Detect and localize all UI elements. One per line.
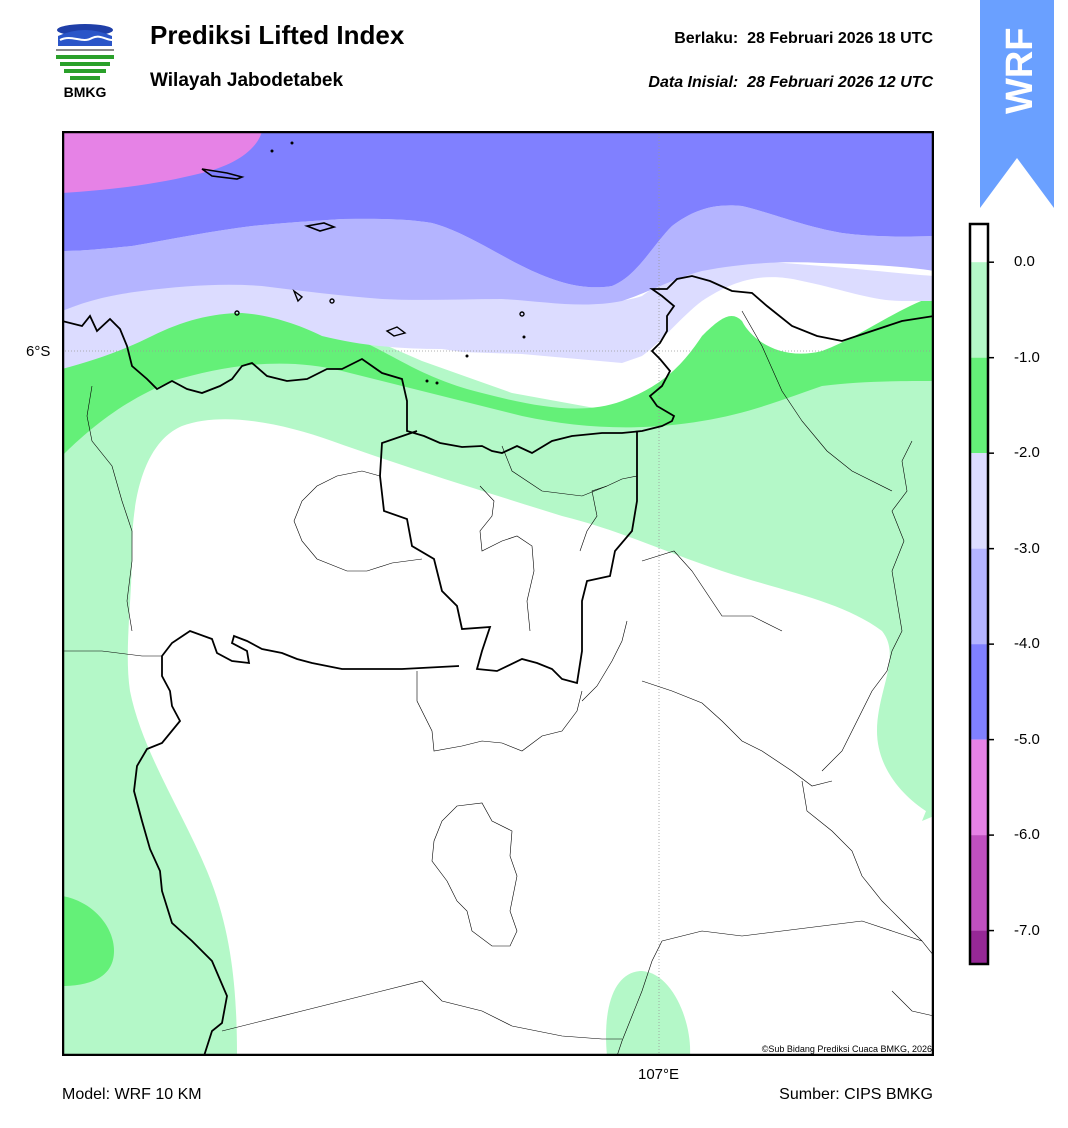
contour-light-green-main bbox=[62, 291, 934, 1056]
colorbar-band bbox=[970, 224, 988, 263]
page-title: Prediksi Lifted Index bbox=[150, 20, 405, 50]
region-subtitle: Wilayah Jabodetabek bbox=[150, 70, 344, 91]
colorbar-tick-label: -4.0 bbox=[1014, 635, 1040, 653]
colorbar-tick-label: -5.0 bbox=[1014, 730, 1040, 748]
lifted-index-map bbox=[62, 131, 934, 1056]
colorbar-band bbox=[970, 548, 988, 645]
wrf-banner: WRF bbox=[980, 0, 1054, 208]
island bbox=[201, 168, 245, 180]
colorbar-band bbox=[970, 453, 988, 549]
colorbar-band bbox=[970, 739, 988, 836]
colorbar-band bbox=[970, 357, 988, 454]
island bbox=[425, 379, 429, 383]
colorbar-tick-label: -7.0 bbox=[1014, 921, 1040, 939]
district-boundaries bbox=[62, 310, 934, 1056]
colorbar-frame bbox=[968, 222, 990, 966]
island bbox=[304, 222, 337, 232]
island bbox=[519, 311, 525, 317]
longitude-label: 107°E bbox=[638, 1066, 680, 1083]
latitude-label: 6°S bbox=[26, 343, 51, 360]
copyright-text: ©Sub Bidang Prediksi Cuaca BMKG, 2026 bbox=[761, 1044, 932, 1054]
contour-blue-band bbox=[62, 131, 934, 288]
map-frame bbox=[62, 131, 934, 1056]
valid-value: 28 Februari 2026 18 UTC bbox=[747, 30, 933, 47]
logo-text: BMKG bbox=[63, 84, 107, 100]
colorbar-band bbox=[970, 262, 988, 358]
init-label: Data Inisial: bbox=[648, 74, 739, 91]
colorbar-band bbox=[970, 644, 988, 740]
island bbox=[385, 326, 407, 337]
island bbox=[270, 149, 274, 153]
island bbox=[290, 141, 294, 145]
island bbox=[465, 354, 469, 358]
contour-lavender-band bbox=[62, 262, 934, 369]
island bbox=[435, 381, 439, 385]
bmkg-logo bbox=[56, 24, 114, 80]
colorbar-tick-label: -2.0 bbox=[1014, 444, 1040, 462]
colorbar-band bbox=[970, 930, 988, 964]
model-info: Model: WRF 10 KM bbox=[62, 1086, 202, 1103]
contour-pink-patch bbox=[62, 131, 262, 193]
island bbox=[292, 288, 304, 303]
valid-label: Berlaku: bbox=[674, 30, 739, 47]
island bbox=[329, 298, 335, 304]
contour-periwinkle-band bbox=[62, 205, 934, 311]
coastline bbox=[62, 275, 934, 455]
colorbar-tick-label: 0.0 bbox=[1014, 253, 1035, 271]
contour-green-sw bbox=[62, 896, 114, 986]
colorbar bbox=[968, 222, 994, 966]
source-info: Sumber: CIPS BMKG bbox=[779, 1086, 933, 1103]
init-value: 28 Februari 2026 12 UTC bbox=[747, 74, 933, 91]
banner-text: WRF bbox=[999, 27, 1041, 114]
contour-light-green-east bbox=[922, 791, 934, 821]
colorbar-tick-label: -3.0 bbox=[1014, 539, 1040, 557]
valid-time: Berlaku: 28 Februari 2026 18 UTC bbox=[674, 30, 933, 48]
colorbar-tick-label: -6.0 bbox=[1014, 826, 1040, 844]
island bbox=[522, 335, 526, 339]
province-boundary bbox=[133, 430, 638, 1056]
init-time: Data Inisial: 28 Februari 2026 12 UTC bbox=[648, 74, 933, 92]
contour-light-green-south bbox=[606, 971, 691, 1056]
island bbox=[234, 310, 240, 316]
colorbar-tick-label: -1.0 bbox=[1014, 348, 1040, 366]
contour-green-band bbox=[62, 296, 934, 456]
colorbar-band bbox=[970, 835, 988, 931]
